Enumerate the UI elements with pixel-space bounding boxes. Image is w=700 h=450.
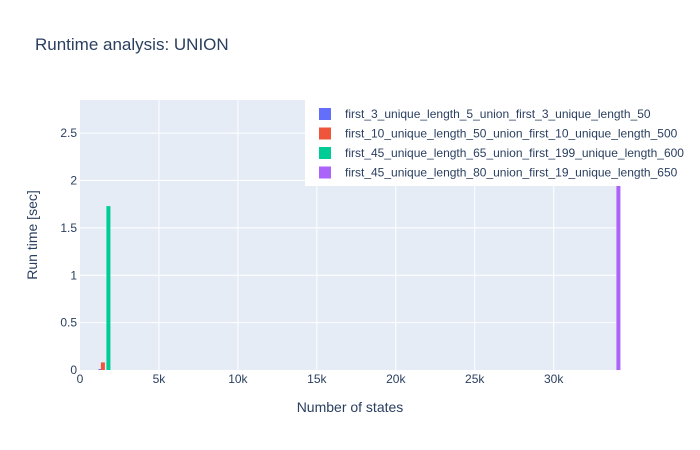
y-tick-label: 2	[70, 174, 77, 188]
y-tick-label: 0	[70, 363, 77, 377]
y-axis-ticks: 0 0.5 1 1.5 2 2.5	[60, 126, 77, 377]
legend-item[interactable]: first_10_unique_length_50_union_first_10…	[319, 127, 678, 141]
legend-label: first_10_unique_length_50_union_first_10…	[345, 127, 678, 141]
y-axis-label: Run time [sec]	[24, 190, 40, 279]
x-axis-ticks: 0 5k 10k 15k 20k 25k 30k	[77, 372, 565, 386]
legend-item[interactable]: first_45_unique_length_80_union_first_19…	[319, 166, 678, 180]
x-tick-label: 10k	[228, 372, 248, 386]
x-tick-label: 5k	[153, 372, 167, 386]
bar[interactable]	[106, 206, 111, 370]
x-tick-label: 30k	[544, 372, 564, 386]
y-tick-label: 0.5	[60, 316, 77, 330]
bars	[98, 123, 621, 371]
legend-background	[305, 100, 697, 186]
legend-label: first_45_unique_length_80_union_first_19…	[345, 166, 678, 180]
legend-swatch	[319, 108, 331, 120]
legend-item[interactable]: first_45_unique_length_65_union_first_19…	[319, 146, 684, 160]
x-tick-label: 20k	[386, 372, 406, 386]
y-tick-label: 1.5	[60, 221, 77, 235]
x-tick-label: 0	[77, 372, 84, 386]
legend-swatch	[319, 147, 331, 159]
y-tick-label: 2.5	[60, 126, 77, 140]
x-tick-label: 25k	[465, 372, 485, 386]
x-tick-label: 15k	[307, 372, 327, 386]
bar[interactable]	[616, 123, 621, 371]
x-axis-label: Number of states	[297, 399, 404, 415]
chart-title: Runtime analysis: UNION	[35, 35, 229, 54]
legend-swatch	[319, 127, 331, 140]
legend-item[interactable]: first_3_unique_length_5_union_first_3_un…	[319, 107, 651, 121]
legend: first_3_unique_length_5_union_first_3_un…	[305, 100, 697, 186]
y-tick-label: 1	[70, 268, 77, 282]
bar[interactable]	[98, 369, 103, 370]
bar[interactable]	[100, 362, 105, 370]
legend-swatch	[319, 166, 331, 179]
legend-label: first_45_unique_length_65_union_first_19…	[345, 146, 684, 160]
legend-label: first_3_unique_length_5_union_first_3_un…	[345, 107, 651, 121]
